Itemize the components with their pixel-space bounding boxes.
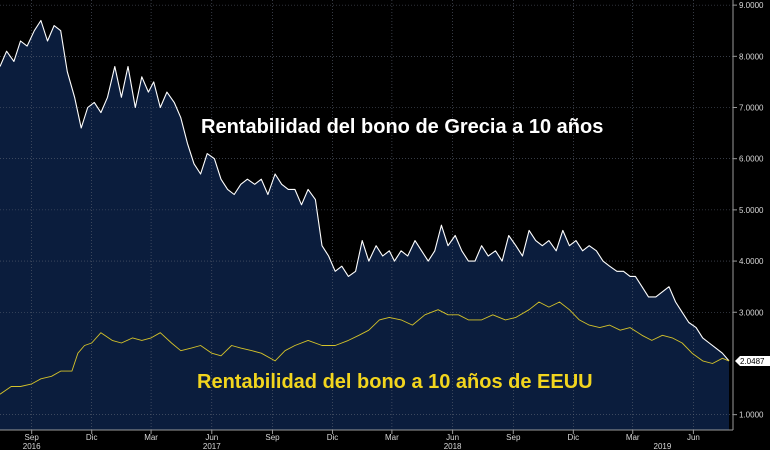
area-layer [0,20,729,430]
x-tick-label: Mar [385,433,399,442]
us-series-annotation: Rentabilidad del bono a 10 años de EEUU [197,371,593,393]
y-tick-label: 7.0000 [739,104,764,113]
series-1-area [0,20,729,430]
last-value-marker: 2.0487 [735,355,770,366]
x-tick-label: Dic [86,433,98,442]
y-tick-label: 3.0000 [739,308,764,317]
greece-series-annotation: Rentabilidad del bono de Grecia a 10 año… [201,116,603,138]
y-tick-label: 8.0000 [739,52,764,61]
y-tick-label: 1.0000 [739,411,764,420]
grid-layer [0,0,733,430]
x-tick-label: Sep [506,433,521,442]
y-axis: 9.0000 8.0000 7.0000 6.0000 5.0000 4.0000 3.00… [733,1,764,420]
x-tick-label: Mar [144,433,158,442]
x-tick-label: Dic [327,433,339,442]
x-tick-label: Sep [25,433,40,442]
y-tick-label: 6.0000 [739,155,764,164]
y-tick-label: 4.0000 [739,257,764,266]
x-year-label: 2016 [23,442,41,450]
y-tick-label: 9.0000 [739,1,764,10]
x-tick-label: Jun [687,433,700,442]
series-1-line [0,19,730,362]
y-tick-label: 5.0000 [739,206,764,215]
x-year-label: 2019 [654,442,672,450]
x-tick-label: Dic [568,433,580,442]
x-tick-label: Jun [446,433,459,442]
last-value-badge [735,355,770,366]
series-2-line [0,301,730,395]
x-tick-label: Sep [265,433,280,442]
x-tick-label: Mar [626,433,640,442]
x-axis: Sep Dic Mar Jun Sep Dic Mar Jun Sep Dic Mar Jun 2016… [23,430,700,450]
line-layer [0,19,730,395]
x-tick-label: Jun [205,433,218,442]
x-year-label: 2017 [203,442,221,450]
last-value-label: 2.0487 [740,357,765,366]
x-year-label: 2018 [444,442,462,450]
